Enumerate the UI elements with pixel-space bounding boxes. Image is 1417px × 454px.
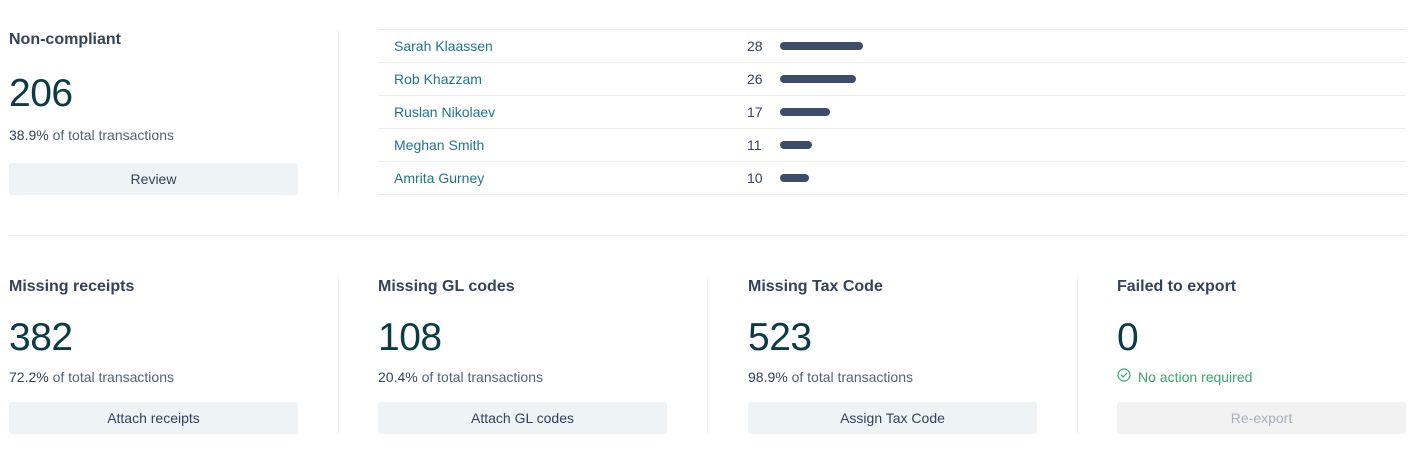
count-bar xyxy=(780,174,809,182)
percent-suffix: of total transactions xyxy=(417,369,543,385)
card-title: Missing receipts xyxy=(9,278,135,295)
table-row: Rob Khazzam 26 xyxy=(378,63,1406,96)
card-percent-text: 20.4% of total transactions xyxy=(378,369,543,385)
table-row: Meghan Smith 11 xyxy=(378,129,1406,162)
attach-receipts-button[interactable]: Attach receipts xyxy=(9,402,298,434)
card-count: 108 xyxy=(378,316,442,359)
vertical-divider xyxy=(707,276,708,434)
count-value: 10 xyxy=(747,170,763,186)
re-export-button[interactable]: Re-export xyxy=(1117,402,1406,434)
card-count: 206 xyxy=(9,72,73,115)
count-bar xyxy=(780,108,830,116)
card-title: Missing Tax Code xyxy=(748,278,883,295)
count-value: 17 xyxy=(747,104,763,120)
vertical-divider xyxy=(338,30,339,195)
table-row: Amrita Gurney 10 xyxy=(378,162,1406,195)
card-percent-text: 38.9% of total transactions xyxy=(9,127,174,143)
missing-receipts-card: Missing receipts 382 72.2% of total tran… xyxy=(9,278,298,434)
percent-suffix: of total transactions xyxy=(48,369,174,385)
vertical-divider xyxy=(1077,276,1078,434)
card-count: 0 xyxy=(1117,316,1139,359)
employee-link[interactable]: Sarah Klaassen xyxy=(394,38,493,54)
non-compliant-card: Non-compliant 206 38.9% of total transac… xyxy=(9,31,298,195)
card-count: 382 xyxy=(9,316,73,359)
percent-value: 98.9% xyxy=(748,369,788,385)
count-value: 26 xyxy=(747,71,763,87)
count-value: 28 xyxy=(747,38,763,54)
employee-link[interactable]: Rob Khazzam xyxy=(394,71,482,87)
card-title: Non-compliant xyxy=(9,31,121,48)
card-percent-text: 98.9% of total transactions xyxy=(748,369,913,385)
status-text: No action required xyxy=(1117,368,1252,385)
check-circle-icon xyxy=(1117,368,1131,385)
assign-tax-code-button[interactable]: Assign Tax Code xyxy=(748,402,1037,434)
failed-to-export-card: Failed to export 0 No action required Re… xyxy=(1117,278,1406,434)
employee-link[interactable]: Ruslan Nikolaev xyxy=(394,104,496,120)
percent-value: 20.4% xyxy=(378,369,418,385)
table-row: Ruslan Nikolaev 17 xyxy=(378,96,1406,129)
count-bar xyxy=(780,75,856,83)
count-bar xyxy=(780,141,812,149)
count-bar xyxy=(780,42,863,50)
percent-suffix: of total transactions xyxy=(787,369,913,385)
card-title: Missing GL codes xyxy=(378,278,515,295)
card-title: Failed to export xyxy=(1117,278,1237,295)
missing-tax-code-card: Missing Tax Code 523 98.9% of total tran… xyxy=(748,278,1037,434)
card-count: 523 xyxy=(748,316,812,359)
missing-gl-codes-card: Missing GL codes 108 20.4% of total tran… xyxy=(378,278,667,434)
attach-gl-codes-button[interactable]: Attach GL codes xyxy=(378,402,667,434)
percent-suffix: of total transactions xyxy=(48,127,174,143)
status-label: No action required xyxy=(1138,368,1253,385)
table-row: Sarah Klaassen 28 xyxy=(378,30,1406,63)
employee-link[interactable]: Amrita Gurney xyxy=(394,170,485,186)
review-button[interactable]: Review xyxy=(9,163,298,195)
count-value: 11 xyxy=(747,137,762,153)
vertical-divider xyxy=(338,276,339,434)
non-compliant-leaderboard: Sarah Klaassen 28 Rob Khazzam 26 Ruslan … xyxy=(378,29,1406,195)
card-percent-text: 72.2% of total transactions xyxy=(9,369,174,385)
percent-value: 72.2% xyxy=(9,369,49,385)
section-divider xyxy=(9,235,1406,236)
employee-link[interactable]: Meghan Smith xyxy=(394,137,485,153)
percent-value: 38.9% xyxy=(9,127,49,143)
